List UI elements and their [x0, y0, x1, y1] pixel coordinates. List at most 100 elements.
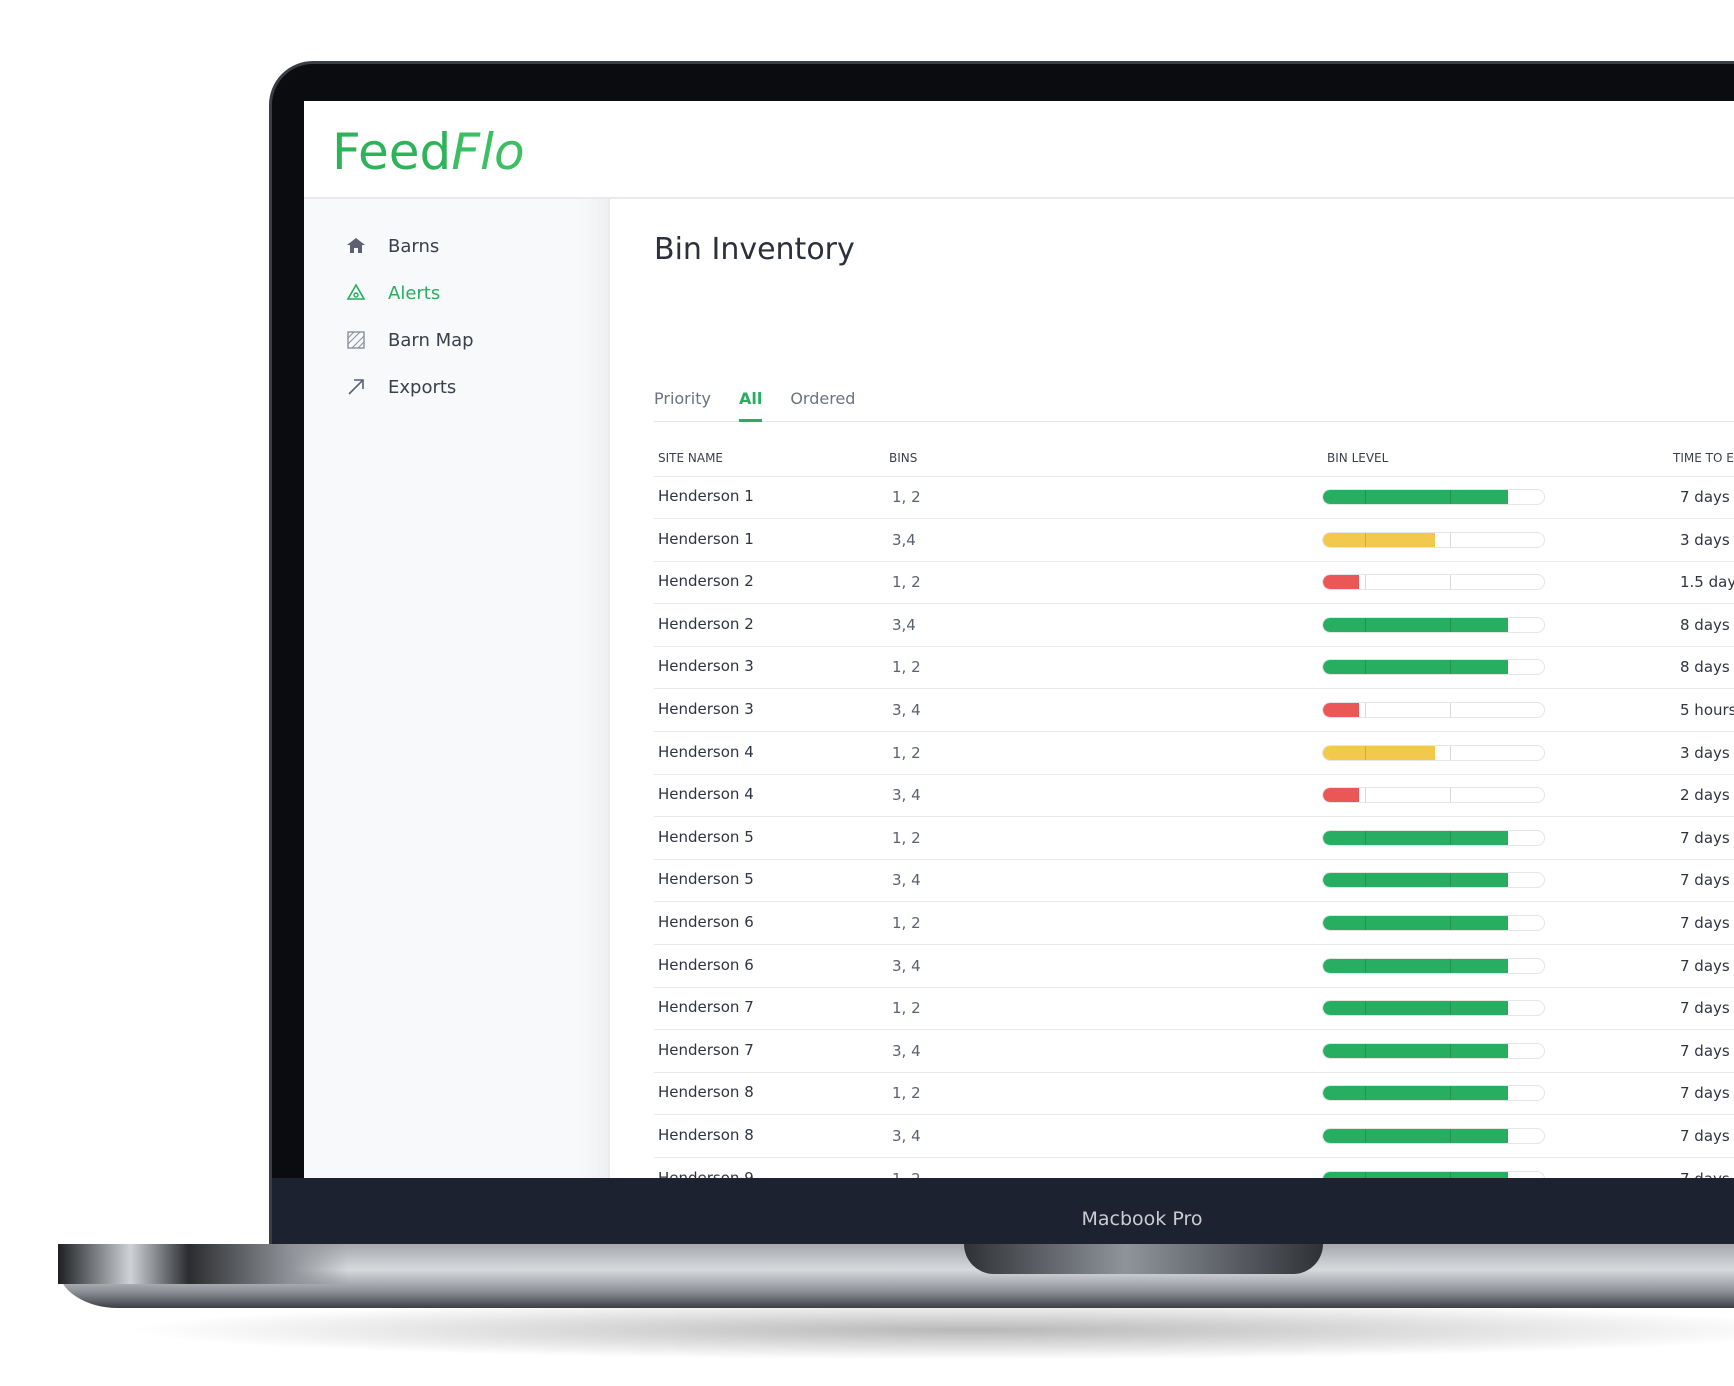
site-name: Henderson 2 — [658, 614, 754, 633]
bin-level-fill — [1323, 745, 1435, 760]
bin-divider — [1450, 575, 1451, 590]
nav-icon — [348, 379, 364, 395]
nav-label: Alerts — [388, 282, 441, 304]
nav-item[interactable]: Barns — [304, 229, 439, 263]
row-divider — [654, 816, 1734, 818]
bin-level-fill — [1323, 1171, 1509, 1178]
row-divider — [654, 603, 1734, 605]
bins: 1, 2 — [892, 488, 921, 506]
row-divider — [654, 1029, 1734, 1031]
bin-divider — [1450, 873, 1451, 888]
bin-divider — [1365, 830, 1366, 845]
row-divider — [654, 731, 1734, 732]
bin-level-fill — [1323, 532, 1435, 547]
bin-divider — [1450, 1171, 1451, 1178]
row-divider — [654, 1071, 1734, 1073]
site-name: Henderson 3 — [658, 657, 754, 676]
row-divider — [654, 688, 1734, 690]
bin-divider — [1450, 1001, 1451, 1016]
tab[interactable]: All — [738, 389, 763, 408]
nav-item[interactable]: Alerts — [304, 276, 440, 310]
bin-level-fill — [1323, 1129, 1509, 1143]
bin-divider — [1450, 617, 1451, 632]
bins: 3, 4 — [892, 956, 921, 975]
bin-level-fill — [1323, 660, 1509, 675]
row-divider — [654, 944, 1734, 945]
bin-level-fill — [1323, 1001, 1509, 1016]
bin-level-fill — [1323, 830, 1509, 845]
logo[interactable]: FeedFlo — [332, 123, 525, 181]
sidebar: Barns Alerts Barn Map Exports — [304, 199, 610, 1178]
bin-level-fill — [1323, 703, 1359, 717]
bins: 1, 2 — [892, 999, 921, 1018]
bin-divider — [1365, 916, 1366, 930]
tab-underline — [738, 419, 763, 422]
site-name: Henderson 6 — [658, 955, 754, 974]
bins: 3, 4 — [892, 1127, 921, 1145]
bin-level-track — [1322, 1170, 1545, 1178]
site-name: Henderson 4 — [658, 785, 754, 804]
bins: 3, 4 — [892, 1041, 921, 1060]
time-to-empty: 7 days — [1680, 1127, 1730, 1145]
bin-level-track — [1322, 1085, 1545, 1102]
bins: 1, 2 — [892, 743, 921, 762]
bins: 3, 4 — [892, 701, 921, 719]
bin-level-track — [1322, 1128, 1545, 1144]
site-name: Henderson 5 — [658, 870, 754, 889]
bin-divider — [1365, 1129, 1366, 1143]
bins: 1, 2 — [892, 573, 921, 592]
nav-icon — [347, 331, 365, 349]
laptop-chin — [272, 1178, 1734, 1244]
bins: 1, 2 — [892, 658, 921, 677]
bins: 1, 2 — [892, 1084, 921, 1103]
site-name: Henderson 8 — [658, 1126, 754, 1144]
device-label: Macbook Pro — [1081, 1208, 1203, 1230]
bin-level-track — [1322, 531, 1545, 548]
bin-level-track — [1322, 829, 1545, 846]
bin-divider — [1365, 703, 1366, 717]
site-name: Henderson 2 — [658, 572, 754, 591]
bin-divider — [1365, 1086, 1366, 1101]
time-to-empty: 7 days — [1680, 1170, 1730, 1178]
column-header: BIN LEVEL — [1327, 451, 1389, 465]
bin-divider — [1450, 490, 1451, 504]
row-divider — [654, 1157, 1734, 1158]
bin-divider — [1450, 788, 1451, 803]
tab[interactable]: Priority — [654, 389, 711, 408]
bin-level-track — [1322, 1042, 1545, 1059]
bin-divider — [1450, 1129, 1451, 1143]
time-to-empty: 3 days — [1680, 743, 1730, 762]
site-name: Henderson 3 — [658, 700, 754, 718]
bin-divider — [1365, 490, 1366, 504]
bin-level-fill — [1323, 873, 1509, 888]
time-to-empty: 1.5 days — [1680, 573, 1734, 592]
time-to-empty: 7 days — [1680, 914, 1730, 932]
bin-divider — [1450, 532, 1451, 547]
tab-divider — [654, 421, 1734, 422]
row-divider — [654, 901, 1734, 903]
bin-divider — [1365, 617, 1366, 632]
bin-divider — [1365, 745, 1366, 760]
bin-level-track — [1322, 744, 1545, 761]
bin-level-fill — [1323, 490, 1509, 504]
logo-feed: Feed — [332, 123, 452, 181]
bin-level-track — [1322, 957, 1545, 974]
bin-level-track — [1322, 616, 1545, 633]
time-to-empty: 5 hours — [1680, 701, 1734, 719]
bin-divider — [1450, 745, 1451, 760]
laptop-base-edge — [58, 1244, 348, 1284]
row-divider — [654, 986, 1734, 988]
bins: 1, 2 — [892, 828, 921, 847]
site-name: Henderson 5 — [658, 827, 754, 846]
site-name: Henderson 4 — [658, 742, 754, 761]
site-name: Henderson 7 — [658, 1040, 754, 1059]
bin-level-fill — [1323, 1043, 1509, 1058]
row-divider — [654, 518, 1734, 519]
nav-icon — [346, 283, 366, 300]
screen: FeedFlo Barns Alerts Barn Map Exports Bin I… — [304, 101, 1734, 1178]
nav-item[interactable]: Exports — [304, 370, 456, 404]
bin-level-track — [1322, 787, 1545, 804]
bins: 3,4 — [892, 530, 916, 549]
tab[interactable]: Ordered — [790, 389, 856, 408]
nav-item[interactable]: Barn Map — [304, 323, 474, 357]
